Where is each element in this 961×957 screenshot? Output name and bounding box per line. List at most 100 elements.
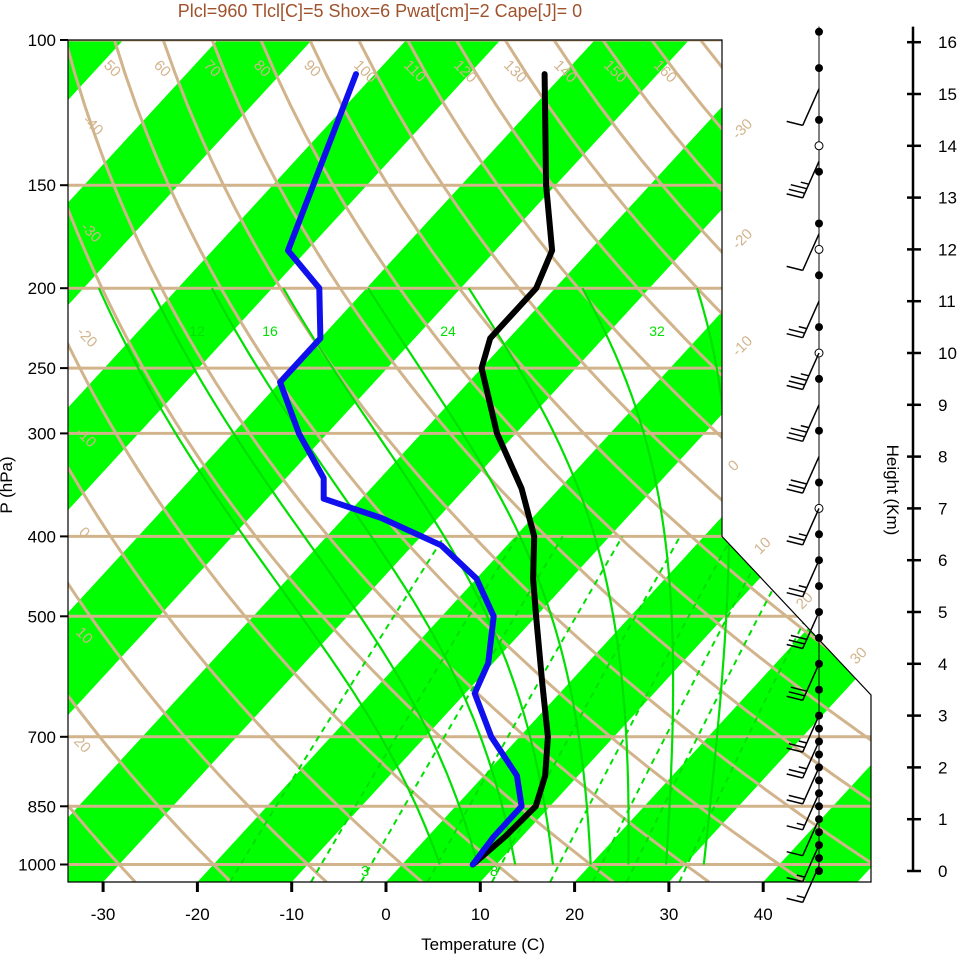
dry-adiabat — [112, 40, 806, 882]
barb-feather — [786, 850, 803, 857]
plot-frame — [67, 39, 872, 883]
height-tick-label: 9 — [938, 396, 947, 415]
height-tick-label: 5 — [938, 603, 947, 622]
dry-adiabat — [357, 40, 871, 882]
height-tick-label: 14 — [938, 137, 957, 156]
barb-feather — [786, 591, 803, 598]
moist-adiabat — [367, 287, 592, 865]
x-tick-label: -10 — [279, 905, 304, 924]
height-dot — [815, 478, 823, 487]
x-tick-label: -20 — [185, 905, 210, 924]
barb-feather — [788, 432, 805, 438]
isotherm-label: 0 — [75, 524, 93, 542]
barb-feather — [790, 686, 807, 692]
barb-feather — [786, 193, 803, 199]
barb-staff — [802, 818, 820, 857]
wind-barb — [786, 352, 820, 391]
temperature-axis: -30 -20 -10 0 10 20 30 40 — [91, 882, 773, 924]
x-tick-label: 0 — [381, 905, 390, 924]
height-dot — [815, 271, 823, 280]
y-tick-label: 1000 — [18, 856, 56, 875]
barb-feather — [786, 825, 803, 831]
barb-feather — [790, 634, 807, 641]
barb-half-feather — [800, 181, 809, 185]
barb-feather — [786, 799, 803, 805]
temperature-band — [68, 40, 871, 882]
height-dot — [815, 724, 823, 733]
wind-barb — [786, 404, 820, 443]
dry-adiabat — [259, 40, 871, 882]
wind-barb — [786, 88, 820, 127]
barb-feather — [790, 375, 807, 382]
y-tick-label: 200 — [28, 279, 56, 298]
height-dot — [815, 828, 823, 837]
height-dot — [815, 115, 823, 124]
moist-adiabat-label: 24 — [440, 323, 456, 339]
height-tick-label: 15 — [938, 85, 957, 104]
dry-adiabat-label: -10 — [729, 332, 756, 359]
height-tick-label: 3 — [938, 707, 947, 726]
barb-half-feather — [798, 766, 807, 770]
wind-barb — [786, 160, 820, 199]
moist-adiabat — [97, 287, 441, 865]
barb-half-feather — [796, 874, 805, 878]
barb-staff — [802, 160, 820, 199]
barb-feather — [788, 742, 805, 749]
barb-feather — [786, 265, 803, 272]
x-tick-label: 30 — [659, 905, 678, 924]
wind-barb — [786, 715, 820, 753]
height-dot — [815, 633, 823, 642]
barb-half-feather — [798, 533, 807, 537]
height-tick-label: 16 — [938, 33, 957, 52]
barb-staff — [802, 663, 820, 701]
barb-staff — [802, 404, 820, 442]
moist-adiabat — [581, 287, 675, 865]
dry-adiabat — [161, 40, 871, 882]
mixing-ratio-line — [229, 535, 446, 882]
wind-barb — [786, 767, 820, 805]
temperature-band — [68, 40, 501, 882]
temperature-band — [952, 40, 961, 882]
dry-adiabat — [210, 40, 871, 882]
barb-half-feather — [798, 740, 807, 744]
x-tick-label: 20 — [565, 905, 584, 924]
height-dot — [815, 582, 823, 591]
barb-staff — [802, 352, 820, 390]
isotherm-label: 130 — [500, 57, 530, 87]
height-dot — [815, 685, 823, 694]
wind-barb-column — [786, 26, 824, 904]
sounding-profiles — [277, 71, 556, 868]
mixing-ratio-label: 8 — [490, 863, 498, 880]
barb-feather — [786, 488, 803, 494]
height-tick-label: 12 — [938, 240, 957, 259]
height-tick-label: 0 — [938, 862, 947, 881]
wind-barb — [786, 792, 820, 831]
temperature-band — [68, 40, 690, 882]
height-tick-label: 10 — [938, 344, 957, 363]
height-tick-label: 4 — [938, 655, 947, 674]
barb-feather — [786, 747, 803, 753]
mixing-ratio-line — [310, 535, 519, 882]
temperature-band — [763, 40, 871, 882]
mixing-ratio-line — [360, 535, 564, 882]
barb-staff — [802, 715, 820, 753]
mixing-ratio-label: 3 — [361, 863, 369, 880]
height-dot — [815, 426, 823, 435]
height-tick-label: 6 — [938, 551, 947, 570]
barb-staff — [802, 865, 820, 903]
y-tick-label: 400 — [28, 527, 56, 546]
y-tick-label: 700 — [28, 728, 56, 747]
barb-feather — [788, 328, 805, 334]
height-tick-label: 2 — [938, 758, 947, 777]
barb-staff — [802, 844, 820, 882]
temperature-band — [574, 40, 871, 882]
x-tick-label: -30 — [91, 905, 116, 924]
wind-barb — [786, 508, 820, 546]
mixing-ratio-line — [592, 535, 772, 882]
height-dot — [815, 802, 823, 811]
dry-adiabat — [406, 40, 871, 882]
dry-adiabat-label: 10 — [751, 534, 775, 558]
wind-barb — [786, 844, 820, 883]
x-tick-label: 10 — [471, 905, 490, 924]
mixing-ratio-line — [625, 535, 802, 882]
